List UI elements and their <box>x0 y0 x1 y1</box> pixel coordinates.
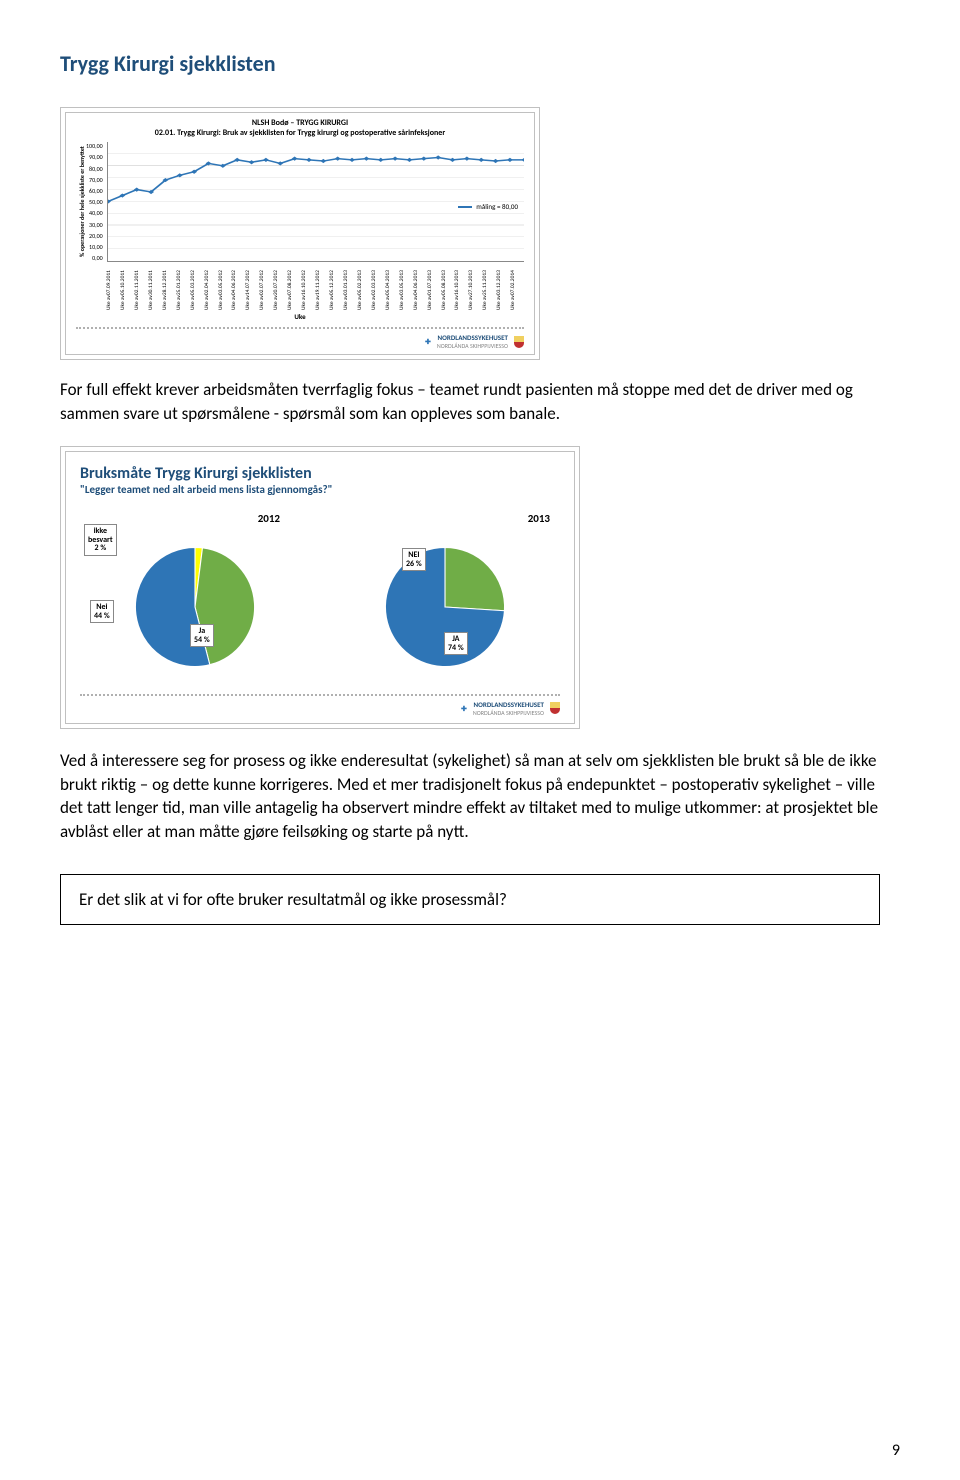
y-axis-label: % operasjoner der hele sjekkliste er ben… <box>76 142 86 262</box>
question-box: Er det slik at vi for ofte bruker result… <box>60 874 880 925</box>
paragraph-2: Ved å interessere seg for prosess og ikk… <box>60 749 880 844</box>
line-chart-slide: NLSH Bodø – TRYGG KIRURGI 02.01. Trygg K… <box>60 107 540 360</box>
page-number: 9 <box>892 1441 900 1460</box>
legend-text: måling = 80,00 <box>476 202 518 211</box>
pie-slide-title: Bruksmåte Trygg Kirurgi sjekklisten <box>80 464 560 483</box>
legend-swatch <box>458 206 472 208</box>
logo-plus-icon: ✚ <box>425 337 431 346</box>
x-axis-label: Uke <box>76 312 524 321</box>
pie-2012: 2012 ikkebesvart2 % Nei44 % Ja54 % <box>90 512 300 682</box>
pie2013-label-ja: JA74 % <box>444 632 468 656</box>
line-plot: måling = 80,00 <box>107 142 524 262</box>
logo-sub: NORDLÁNDA SKIHPPIJVIESSO <box>473 709 544 717</box>
pie2012-label-nei: Nei44 % <box>90 600 114 624</box>
pie-year-2013: 2013 <box>528 512 550 525</box>
pie2012-label-ja: Ja54 % <box>190 624 214 648</box>
logo-name: NORDLANDSSYKEHUSET <box>474 700 544 709</box>
pie-slide-footer: ✚ NORDLANDSSYKEHUSET NORDLÁNDA SKIHPPIJV… <box>80 694 560 717</box>
x-ticks: Uke av07.09.2011Uke av05.10.2011Uke av02… <box>106 262 524 310</box>
chart-header-2: 02.01. Trygg Kirurgi: Bruk av sjekkliste… <box>76 129 524 139</box>
pie-2013: 2013 NEI26 % JA74 % <box>350 512 560 682</box>
pie-year-2012: 2012 <box>258 512 280 525</box>
page-title: Trygg Kirurgi sjekklisten <box>60 50 900 77</box>
slide-footer: ✚ NORDLANDSSYKEHUSET NORDLÁNDA SKIHPPIJV… <box>76 327 524 350</box>
logo-plus-icon: ✚ <box>461 704 467 713</box>
y-ticks: 100,0090,0080,0070,0060,0050,0040,0030,0… <box>86 142 107 262</box>
logo-sub: NORDLÁNDA SKIHPPIJVIESSO <box>437 342 508 350</box>
crest-icon <box>514 336 524 348</box>
pie2013-label-nei: NEI26 % <box>402 548 426 572</box>
crest-icon <box>550 702 560 714</box>
chart-legend: måling = 80,00 <box>458 202 518 211</box>
pie2012-label-ikke: ikkebesvart2 % <box>84 524 117 556</box>
paragraph-1: For full effekt krever arbeidsmåten tver… <box>60 378 870 426</box>
pie-slide-subtitle: "Legger teamet ned alt arbeid mens lista… <box>80 483 560 496</box>
logo-name: NORDLANDSSYKEHUSET <box>438 333 508 342</box>
pie-chart-slide: Bruksmåte Trygg Kirurgi sjekklisten "Leg… <box>60 446 580 729</box>
